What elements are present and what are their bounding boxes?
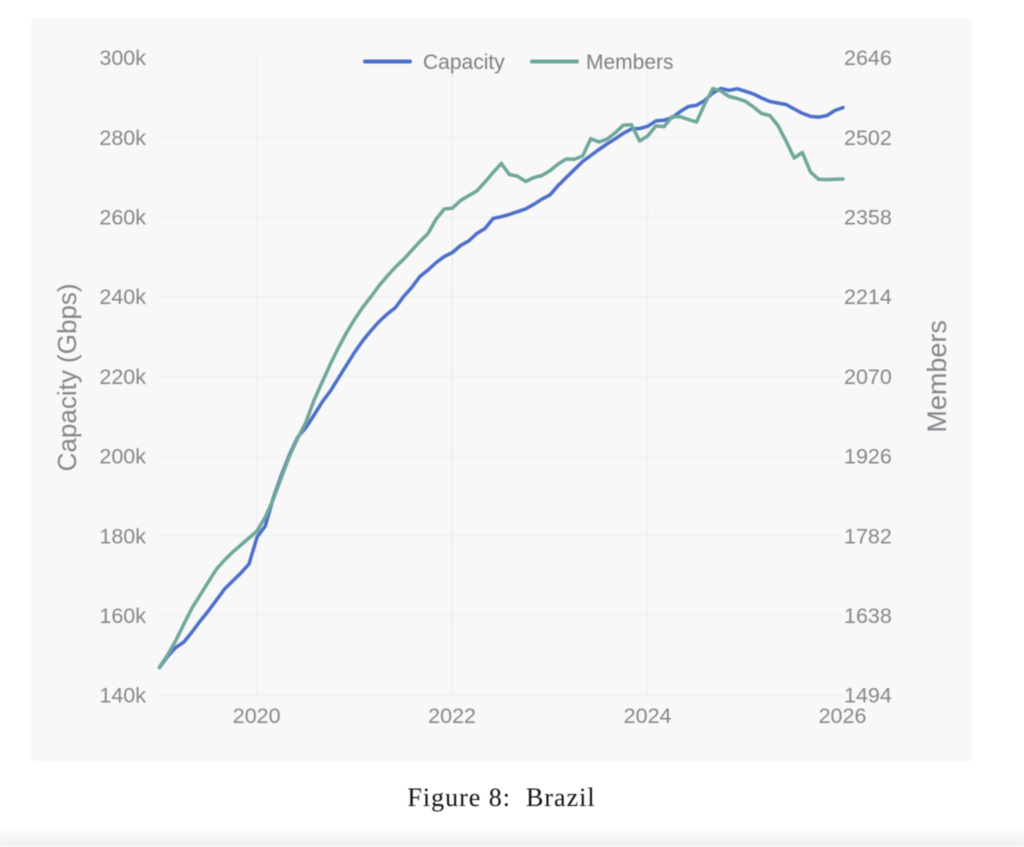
svg-text:2022: 2022 (428, 704, 476, 728)
svg-text:2646: 2646 (844, 46, 892, 70)
svg-text:Capacity (Gbps): Capacity (Gbps) (52, 283, 82, 471)
svg-text:Members: Members (586, 51, 674, 74)
svg-text:220k: 220k (99, 365, 146, 389)
svg-text:2214: 2214 (844, 285, 892, 309)
svg-text:2020: 2020 (233, 704, 281, 728)
svg-text:1926: 1926 (844, 445, 892, 469)
svg-text:180k: 180k (99, 524, 146, 548)
svg-text:1494: 1494 (844, 684, 892, 708)
svg-text:2026: 2026 (819, 704, 867, 728)
svg-text:Capacity: Capacity (423, 51, 505, 74)
svg-text:1782: 1782 (844, 524, 892, 548)
svg-text:Members: Members (922, 320, 952, 433)
svg-text:2502: 2502 (844, 126, 892, 150)
svg-text:300k: 300k (99, 46, 146, 70)
svg-text:160k: 160k (99, 604, 146, 628)
svg-text:2070: 2070 (844, 365, 892, 389)
svg-text:1638: 1638 (844, 604, 892, 628)
svg-text:280k: 280k (99, 126, 146, 150)
svg-text:2358: 2358 (844, 206, 892, 230)
svg-text:2024: 2024 (624, 704, 672, 728)
svg-text:140k: 140k (99, 684, 146, 708)
svg-text:240k: 240k (99, 285, 146, 309)
svg-text:200k: 200k (99, 445, 146, 469)
svg-text:260k: 260k (99, 206, 146, 230)
